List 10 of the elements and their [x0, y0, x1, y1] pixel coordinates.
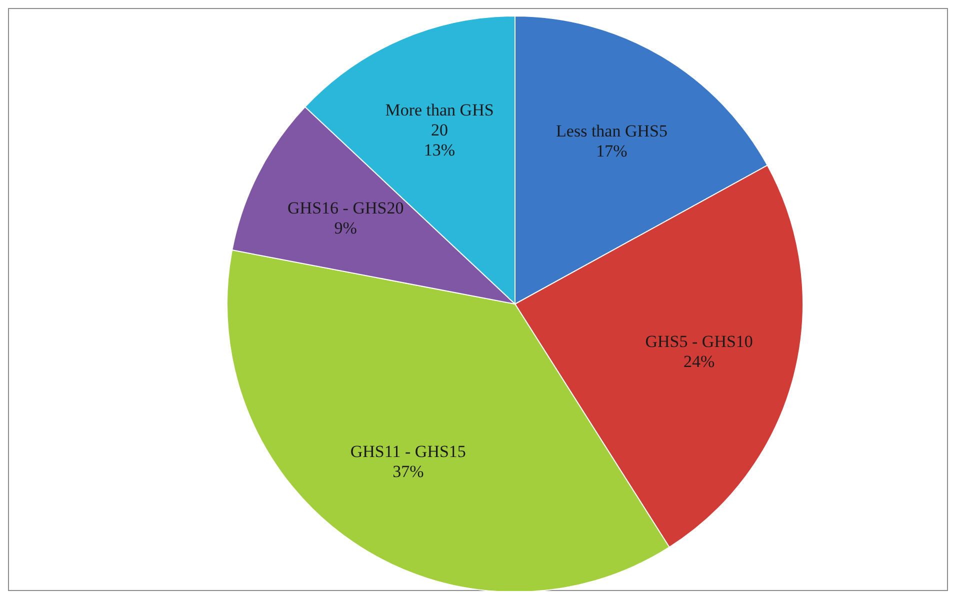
data-label: 9%: [334, 218, 357, 238]
data-label: 24%: [684, 352, 715, 372]
slice-label: GHS16 - GHS20: [288, 198, 404, 218]
slice-label: GHS11 - GHS15: [350, 442, 466, 462]
data-label: 37%: [392, 462, 424, 482]
slice-label: More than GHS 20: [385, 100, 494, 140]
slice-label: GHS5 - GHS10: [645, 332, 753, 352]
slice-label: Less than GHS5: [556, 121, 668, 140]
data-label: 17%: [596, 141, 628, 160]
data-label: 13%: [424, 140, 456, 160]
